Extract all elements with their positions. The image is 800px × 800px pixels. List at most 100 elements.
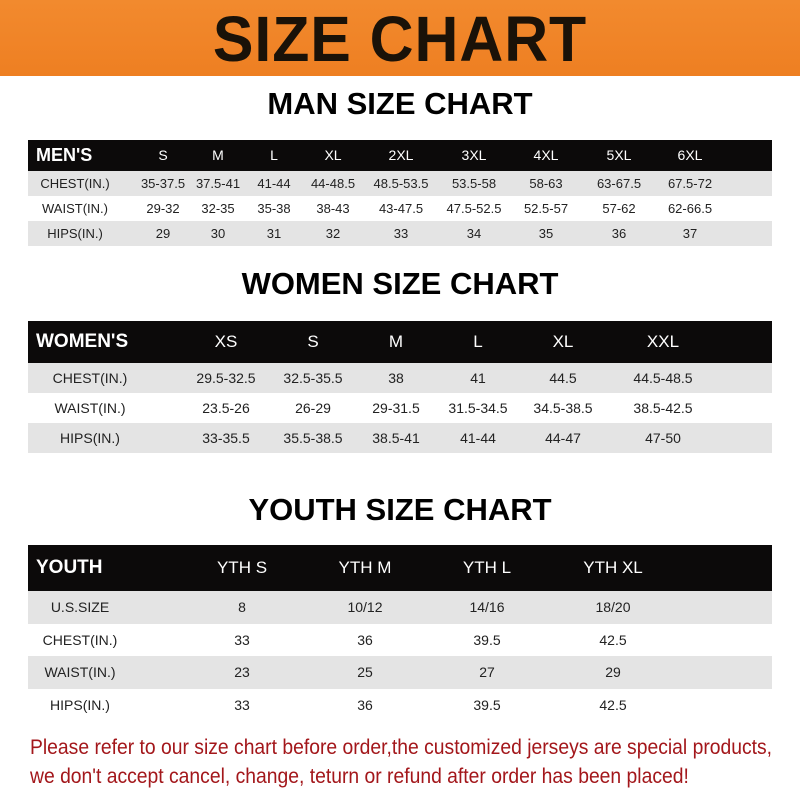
table-row: WAIST(IN.) 23.5-26 26-29 29-31.5 31.5-34.5 34…	[28, 393, 772, 423]
table-header-row: WOMEN'S XS S M L XL XXL	[28, 321, 772, 363]
size-value: 25	[357, 664, 373, 680]
size-column-header: YTH XL	[583, 558, 643, 577]
size-value: 58-63	[529, 176, 563, 191]
size-column-header: XXL	[646, 332, 680, 351]
table-row: HIPS(IN.) 33 36 39.5 42.5	[28, 688, 772, 721]
size-column-header: L	[270, 147, 278, 163]
size-value: 32	[325, 226, 341, 241]
size-value: 8	[238, 599, 246, 615]
table-header-label: WOMEN'S	[36, 331, 129, 352]
size-value: 31	[266, 226, 282, 241]
size-column-header: XL	[324, 147, 342, 163]
size-value: 47-50	[645, 430, 681, 446]
size-value: 29-32	[146, 201, 180, 216]
table-row: CHEST(IN.) 35-37.5 37.5-41 41-44 44-48.5 48.5…	[28, 171, 772, 196]
size-column-header: 2XL	[388, 147, 414, 163]
size-value: 29	[155, 226, 171, 241]
size-value: 36	[357, 696, 373, 713]
size-value: 23.5-26	[202, 400, 250, 416]
size-value: 52.5-57	[523, 201, 569, 216]
size-value: 41	[470, 370, 486, 386]
size-value: 38.5-42.5	[633, 400, 693, 416]
measure-label: HIPS(IN.)	[47, 226, 103, 241]
table-header-row: MEN'S S M L XL 2XL 3XL 4XL 5XL 6XL	[28, 140, 772, 171]
size-value: 34	[466, 226, 482, 241]
table-header-label: YOUTH	[36, 557, 103, 578]
size-value: 32-35	[201, 201, 235, 216]
women-title: WOMEN SIZE CHART	[241, 266, 559, 301]
size-value: 48.5-53.5	[373, 176, 429, 191]
size-value: 35	[538, 226, 554, 241]
size-value: 33	[393, 226, 409, 241]
size-value: 63-67.5	[596, 176, 642, 191]
size-column-header: XL	[552, 332, 574, 351]
order-notice: Please refer to our size chart before or…	[30, 733, 773, 791]
size-value: 29-31.5	[372, 400, 420, 416]
size-value: 39.5	[473, 631, 501, 648]
size-value: 42.5	[599, 696, 627, 713]
size-column-header: M	[212, 147, 224, 163]
size-column-header: XS	[214, 332, 238, 351]
size-value: 47.5-52.5	[446, 201, 502, 216]
table-row: WAIST(IN.) 29-32 32-35 35-38 38-43 43-47.5 47.…	[28, 196, 772, 221]
banner: SIZE CHART	[0, 0, 800, 76]
size-value: 33-35.5	[202, 430, 250, 446]
size-value: 33	[234, 631, 250, 648]
measure-label: CHEST(IN.)	[42, 631, 118, 648]
size-value: 44-47	[545, 430, 581, 446]
size-value: 53.5-58	[451, 176, 497, 191]
size-value: 43-47.5	[378, 201, 424, 216]
size-column-header: YTH M	[338, 558, 392, 577]
size-value: 29	[605, 664, 621, 680]
table-header-label: MEN'S	[36, 145, 93, 165]
size-column-header: M	[388, 332, 404, 351]
size-value: 27	[479, 664, 495, 680]
table-header-row: YOUTH YTH S YTH M YTH L YTH XL	[28, 545, 772, 591]
size-value: 42.5	[599, 631, 627, 648]
measure-label: HIPS(IN.)	[60, 430, 120, 446]
size-value: 44.5-48.5	[633, 370, 693, 386]
measure-label: CHEST(IN.)	[52, 370, 128, 386]
size-value: 14/16	[469, 599, 505, 615]
size-column-header: YTH S	[216, 558, 268, 577]
size-value: 67.5-72	[667, 176, 713, 191]
size-value: 44-48.5	[310, 176, 356, 191]
size-value: 18/20	[595, 599, 631, 615]
size-value: 35-38	[257, 201, 291, 216]
size-value: 34.5-38.5	[533, 400, 593, 416]
size-column-header: L	[473, 332, 483, 351]
size-column-header: 5XL	[606, 147, 632, 163]
size-value: 37	[682, 226, 698, 241]
size-value: 62-66.5	[667, 201, 713, 216]
measure-label: U.S.SIZE	[50, 599, 110, 615]
banner-title: SIZE CHART	[212, 3, 588, 75]
size-value: 23	[234, 664, 250, 680]
size-value: 35-37.5	[140, 176, 186, 191]
table-row: HIPS(IN.) 33-35.5 35.5-38.5 38.5-41 41-44 44-…	[28, 423, 772, 453]
table-row: CHEST(IN.) 33 36 39.5 42.5	[28, 623, 772, 656]
size-value: 57-62	[602, 201, 636, 216]
measure-label: HIPS(IN.)	[50, 696, 110, 713]
youth-title: YOUTH SIZE CHART	[248, 492, 552, 527]
size-column-header: 4XL	[533, 147, 559, 163]
size-value: 38-43	[316, 201, 350, 216]
size-value: 44.5	[549, 370, 577, 386]
size-value: 37.5-41	[195, 176, 241, 191]
size-value: 36	[357, 631, 373, 648]
size-value: 41-44	[460, 430, 496, 446]
size-value: 29.5-32.5	[196, 370, 256, 386]
measure-label: WAIST(IN.)	[54, 400, 126, 416]
notice-line-2: we don't accept cancel, change, teturn o…	[30, 765, 689, 788]
size-value: 38	[388, 370, 404, 386]
size-value: 10/12	[347, 599, 383, 615]
size-value: 41-44	[257, 176, 291, 191]
table-row: WAIST(IN.) 23 25 27 29	[28, 656, 772, 689]
measure-label: CHEST(IN.)	[40, 176, 110, 191]
table-row: CHEST(IN.) 29.5-32.5 32.5-35.5 38 41 44.5 44.5…	[28, 363, 772, 393]
size-value: 32.5-35.5	[283, 370, 343, 386]
measure-label: WAIST(IN.)	[42, 201, 108, 216]
notice-line-1: Please refer to our size chart before or…	[30, 736, 773, 759]
size-column-header: 6XL	[677, 147, 703, 163]
size-value: 31.5-34.5	[448, 400, 508, 416]
table-row: U.S.SIZE 8 10/12 14/16 18/20	[28, 591, 772, 624]
